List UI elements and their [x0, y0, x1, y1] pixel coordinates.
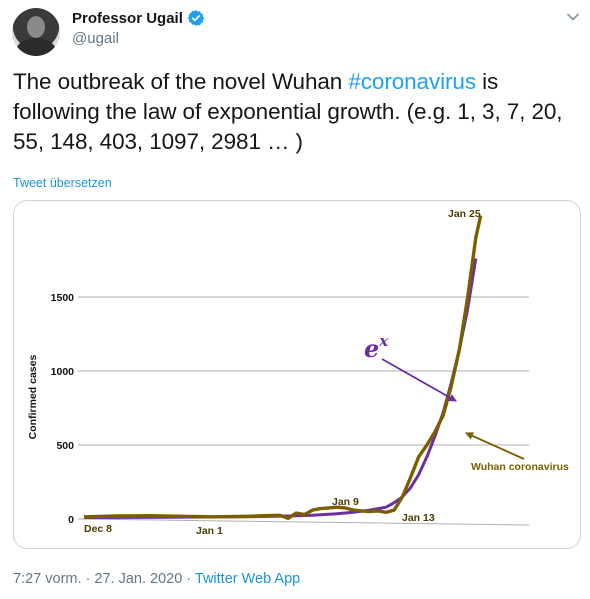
chart-grid	[77, 296, 530, 526]
ex-annotation-label: ex	[364, 332, 389, 363]
source-app-link[interactable]: Twitter Web App	[194, 571, 301, 587]
grid-line-0	[77, 518, 530, 526]
hashtag-link[interactable]: #coronavirus	[348, 69, 476, 94]
chart: 0 500 1000 1500 Confirmed cases Dec 8 Jan 1 J…	[27, 208, 569, 537]
avatar-shoulders	[16, 38, 56, 56]
tweet-text-part: The outbreak of the novel Wuhan	[13, 69, 349, 94]
avatar-face	[27, 16, 45, 38]
chart-y-ticks: 0 500 1000 1500	[51, 292, 75, 526]
meta-separator: ·	[182, 571, 195, 587]
tweet-time[interactable]: 7:27 vorm.	[13, 571, 82, 587]
y-tick-label: 500	[56, 440, 74, 452]
verified-badge-icon	[187, 10, 205, 26]
wuhan-annotation-label: Wuhan coronavirus	[471, 461, 569, 473]
tweet-text: The outbreak of the novel Wuhan #coronav…	[13, 67, 573, 157]
date-label: Jan 25	[448, 208, 481, 220]
tweet-text-part: is following the law of exponential grow…	[13, 69, 563, 154]
chart-date-labels: Dec 8 Jan 1 Jan 9 Jan 13 Jan 25	[84, 208, 481, 537]
tweet-media-chart[interactable]: 0 500 1000 1500 Confirmed cases Dec 8 Jan 1 J…	[13, 200, 581, 549]
y-tick-label: 0	[68, 514, 74, 526]
tweet-meta: 7:27 vorm. · 27. Jan. 2020 · Twitter Web…	[13, 571, 300, 587]
translate-tweet-link[interactable]: Tweet übersetzen	[13, 176, 112, 190]
author-name-row[interactable]: Professor Ugail	[72, 9, 205, 27]
avatar[interactable]	[12, 8, 60, 56]
tweet-date[interactable]: 27. Jan. 2020	[94, 571, 183, 587]
chevron-down-icon[interactable]	[566, 10, 580, 24]
user-handle[interactable]: @ugail	[72, 30, 119, 47]
date-label: Jan 1	[196, 525, 223, 537]
date-label: Dec 8	[84, 523, 112, 535]
wuhan-annotation-arrow	[465, 432, 525, 460]
date-label: Jan 13	[402, 512, 435, 524]
y-tick-label: 1500	[51, 292, 75, 304]
meta-separator: ·	[81, 571, 95, 587]
display-name[interactable]: Professor Ugail	[72, 9, 183, 27]
date-label: Jan 9	[332, 496, 359, 508]
y-tick-label: 1000	[51, 366, 75, 378]
series-line-wuhan	[83, 215, 483, 520]
ex-annotation-arrow	[381, 358, 457, 402]
y-axis-label: Confirmed cases	[27, 355, 39, 440]
